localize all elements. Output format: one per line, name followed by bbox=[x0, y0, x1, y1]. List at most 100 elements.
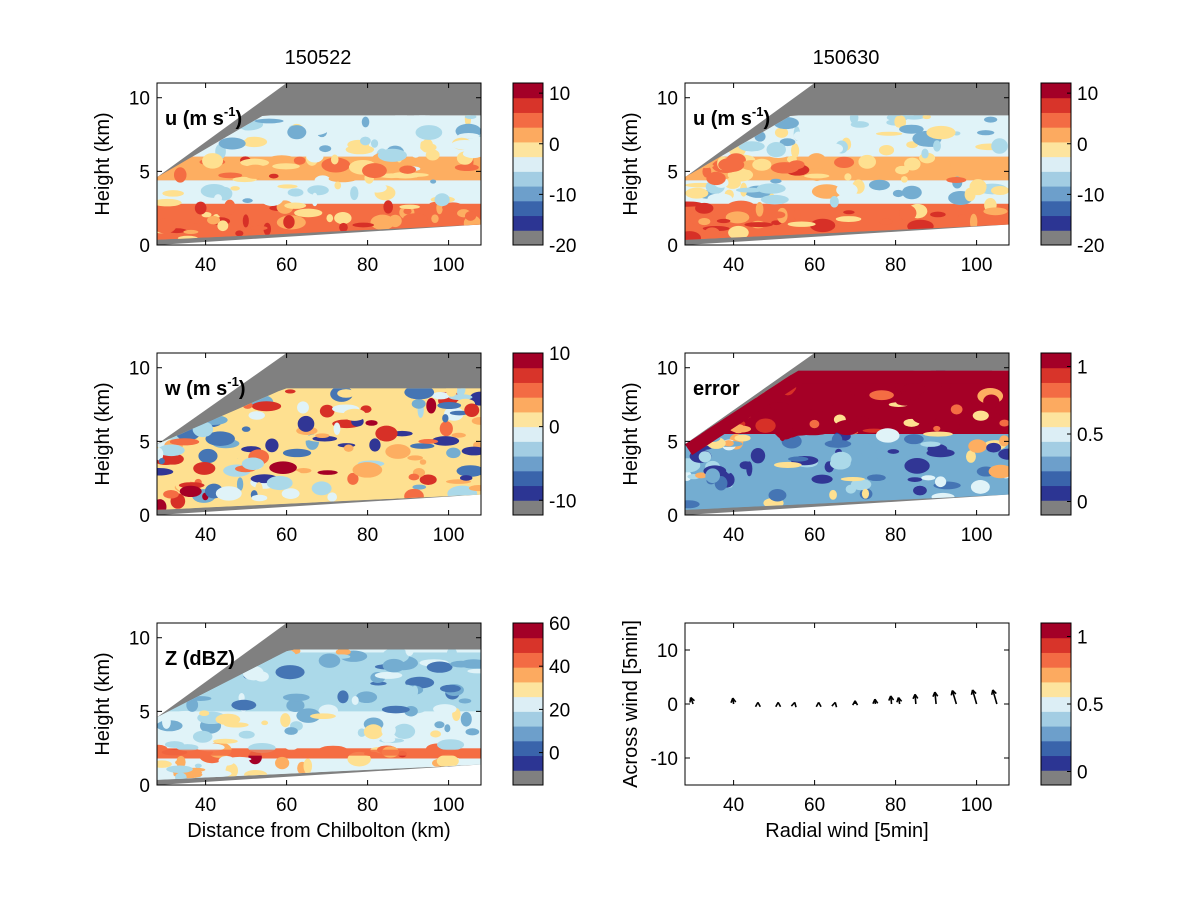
field-cell bbox=[456, 465, 481, 477]
field-cell bbox=[804, 173, 830, 179]
field-cell bbox=[315, 433, 330, 439]
field-cell bbox=[970, 480, 990, 494]
field-cell bbox=[199, 710, 210, 717]
wind-vector bbox=[951, 690, 958, 705]
field-cell bbox=[829, 196, 839, 208]
colorbar-segment bbox=[513, 127, 543, 143]
field-cell bbox=[326, 214, 334, 223]
field-cell bbox=[939, 157, 951, 173]
wind-vector bbox=[971, 689, 978, 705]
field-cell bbox=[158, 458, 165, 465]
field-cell bbox=[972, 410, 989, 421]
plot-frame bbox=[156, 622, 482, 786]
panel-label-superscript: -1 bbox=[224, 104, 236, 119]
colorbar-segment bbox=[513, 667, 543, 683]
field-cell bbox=[451, 432, 466, 438]
field-cell bbox=[284, 389, 296, 394]
field-cell bbox=[351, 696, 359, 705]
field-cell bbox=[892, 189, 904, 198]
colorbar-segment bbox=[513, 186, 543, 202]
field-cell bbox=[368, 183, 387, 193]
x-axis-label: Radial wind [5min] bbox=[765, 820, 928, 842]
colorbar-segment bbox=[513, 83, 543, 99]
colorbar-segment bbox=[1041, 637, 1071, 653]
field-cell bbox=[183, 229, 199, 234]
colorbar-segment bbox=[513, 652, 543, 668]
field-cell bbox=[408, 473, 420, 481]
field-cell bbox=[861, 488, 870, 499]
colorbar-segment bbox=[1041, 681, 1071, 698]
field-cell bbox=[716, 218, 731, 224]
field-cell bbox=[471, 417, 481, 425]
field-cell bbox=[957, 214, 967, 224]
colorbar-segment bbox=[513, 156, 543, 172]
field-cell bbox=[282, 435, 312, 442]
field-cell bbox=[241, 426, 251, 432]
field-cell bbox=[241, 136, 268, 148]
field-cell bbox=[347, 472, 359, 485]
field-cell bbox=[311, 481, 332, 496]
y-tick-label: 0 bbox=[667, 506, 678, 527]
x-tick-label: 40 bbox=[195, 525, 216, 546]
colorbar-segment bbox=[513, 411, 543, 428]
x-tick-label: 60 bbox=[276, 255, 297, 276]
column-title-left: 150522 bbox=[285, 47, 352, 69]
field-cell bbox=[455, 388, 466, 396]
y-tick-label: 0 bbox=[667, 236, 678, 257]
colorbar-segment bbox=[1041, 411, 1071, 428]
field-cell bbox=[990, 186, 1009, 196]
panel-label-close: ) bbox=[235, 108, 242, 130]
field-cell bbox=[430, 730, 442, 738]
colorbar-segment bbox=[513, 740, 543, 757]
field-cell bbox=[166, 765, 193, 773]
field-cell bbox=[436, 754, 459, 768]
field-cell bbox=[383, 200, 394, 214]
field-cell bbox=[194, 763, 202, 768]
field-cell bbox=[403, 213, 428, 225]
colorbar-segment bbox=[1041, 667, 1071, 683]
field-cell bbox=[314, 175, 331, 186]
field-cell bbox=[942, 421, 961, 432]
field-cell bbox=[907, 477, 923, 482]
x-tick-label: 80 bbox=[885, 795, 906, 816]
field-cell bbox=[405, 649, 414, 657]
wind-vector bbox=[992, 689, 998, 705]
field-cell bbox=[231, 699, 257, 711]
field-cell bbox=[437, 739, 465, 751]
plot-area bbox=[685, 83, 1009, 245]
field-cell bbox=[791, 143, 800, 159]
field-cell bbox=[411, 685, 419, 697]
field-cell bbox=[752, 158, 772, 171]
colorbar-segment bbox=[1041, 230, 1071, 246]
field-cell bbox=[799, 409, 816, 416]
colorbar-segment bbox=[1041, 623, 1071, 639]
colorbar-segment bbox=[1041, 215, 1071, 231]
field-cell bbox=[284, 740, 299, 751]
field-cell bbox=[230, 186, 240, 191]
field-cell bbox=[901, 185, 922, 200]
field-cell bbox=[327, 492, 338, 502]
colorbar-segment bbox=[513, 637, 543, 653]
colorbar: 10.50 bbox=[1040, 352, 1103, 516]
field-cell bbox=[287, 188, 304, 197]
x-tick-label: 40 bbox=[723, 255, 744, 276]
field-cell bbox=[339, 222, 348, 232]
y-tick-label: 0 bbox=[139, 506, 150, 527]
field-cell bbox=[188, 218, 205, 224]
field-cell bbox=[738, 141, 765, 152]
field-cell bbox=[157, 760, 172, 768]
field-cell bbox=[343, 408, 366, 421]
field-cell bbox=[899, 205, 917, 221]
field-cell bbox=[850, 197, 874, 203]
field-cell bbox=[460, 711, 472, 727]
y-tick-label: 10 bbox=[657, 359, 678, 380]
field-cell bbox=[434, 193, 450, 207]
field-cell bbox=[810, 218, 836, 233]
field-cell bbox=[215, 486, 242, 501]
colorbar-segment bbox=[513, 97, 543, 113]
wind-vector-head bbox=[815, 701, 822, 708]
field-cell bbox=[811, 474, 833, 484]
field-cell bbox=[723, 440, 734, 447]
colorbar-tick-label: 0 bbox=[1077, 493, 1088, 514]
